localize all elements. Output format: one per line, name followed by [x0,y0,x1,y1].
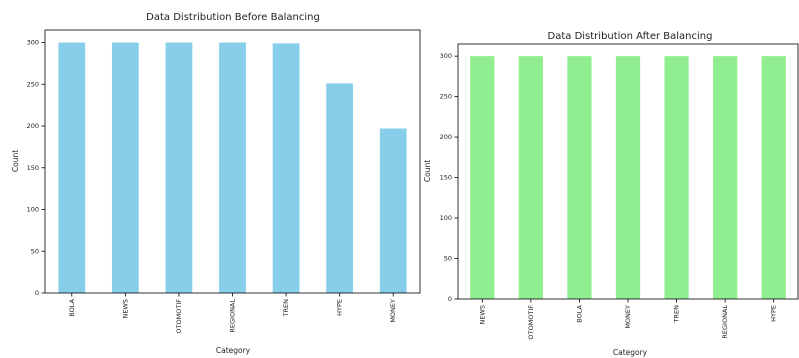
bar-bola [567,56,592,300]
x-tick-label-news: NEWS [121,299,129,319]
chart-before-balancing: Data Distribution Before Balancing 0 50 10… [11,12,421,355]
y-tick-label: 0 [35,289,39,297]
bar-money [379,128,407,293]
x-tick-label-hype: HYPE [336,299,344,316]
y-tick-label: 0 [448,295,452,303]
bar-hype [326,83,354,293]
y-tick-label: 300 [440,52,452,60]
y-tick-label: 250 [440,93,452,101]
x-tick-label-tren: TREN [282,299,290,318]
y-tick-label: 200 [27,122,39,130]
x-tick-label-otomotif: OTOMOTIF [175,299,183,334]
bar-regional [219,42,246,294]
bar-otomotif [518,56,543,300]
chart-before-title: Data Distribution Before Balancing [146,12,320,23]
bar-regional [713,56,738,300]
chart-after-plot-frame [457,43,799,300]
y-tick-label: 100 [27,206,39,214]
y-tick-label: 200 [440,133,452,141]
x-tick-label-regional: REGIONAL [721,305,729,339]
chart-before-y-axis-label: Count [11,150,20,172]
x-tick-label-bola: BOLA [575,304,583,322]
x-tick-label-otomotif: OTOMOTIF [527,305,535,340]
chart-before-x-axis-label: Category [216,346,251,355]
chart-after-bars [470,56,786,300]
chart-after-yticks: 0 50 100 150 200 250 300 [440,52,458,303]
bar-otomotif [165,42,193,294]
bar-bola [58,42,86,294]
chart-before-plot-frame [44,29,421,294]
bar-tren [664,56,689,300]
x-tick-label-hype: HYPE [770,305,778,322]
bar-news [470,56,495,300]
x-tick-label-bola: BOLA [68,298,76,316]
y-tick-label: 50 [444,255,452,263]
x-tick-label-money: MONEY [389,299,397,323]
x-tick-label-money: MONEY [624,305,632,329]
y-tick-label: 300 [27,39,39,47]
bar-news [111,42,139,294]
chart-before-xticks: BOLA NEWS OTOMOTIF REGIONAL TREN HYPE MONEY [68,293,397,334]
chart-after-title: Data Distribution After Balancing [548,31,713,42]
chart-before-bars [58,42,407,294]
chart-after-x-axis-label: Category [613,348,648,357]
bar-money [615,56,641,300]
y-tick-label: 150 [440,174,452,182]
chart-before-yticks: 0 50 100 150 200 250 300 [27,39,45,297]
bar-tren [272,43,300,293]
bar-hype [761,56,786,300]
y-tick-label: 250 [27,80,39,88]
chart-after-y-axis-label: Count [423,160,432,182]
x-tick-label-regional: REGIONAL [229,299,237,333]
y-tick-label: 50 [31,247,39,255]
x-tick-label-tren: TREN [673,305,681,324]
y-tick-label: 150 [27,164,39,172]
x-tick-label-news: NEWS [478,305,486,325]
y-tick-label: 100 [440,214,452,222]
chart-after-balancing: Data Distribution After Balancing 0 50 100… [423,31,799,357]
chart-after-xticks: NEWS OTOMOTIF BOLA MONEY TREN REGIONAL HYPE [478,299,778,340]
